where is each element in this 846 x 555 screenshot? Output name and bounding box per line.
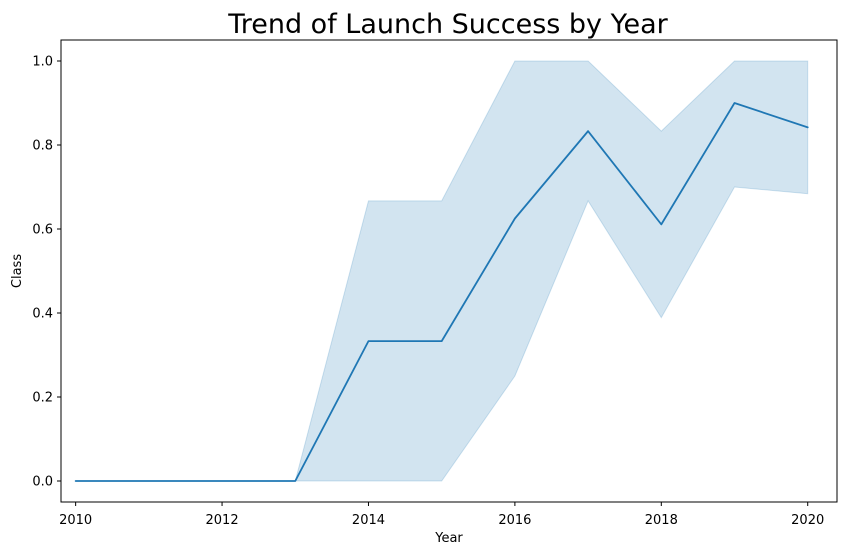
y-tick-label: 0.4 — [32, 307, 53, 322]
data-point — [659, 222, 664, 227]
series-line-layer — [73, 101, 810, 484]
x-tick-label: 2016 — [498, 513, 531, 528]
x-axis: 2010 2012 2014 2016 2018 2020 — [59, 502, 824, 528]
data-point — [293, 479, 298, 484]
data-point — [73, 479, 78, 484]
data-point — [146, 479, 151, 484]
data-point — [366, 339, 371, 344]
y-tick-label: 0.0 — [32, 475, 53, 490]
y-tick-label: 0.8 — [32, 139, 53, 154]
confidence-band — [75, 60, 809, 482]
series-line — [74, 102, 809, 482]
x-tick-label: 2012 — [206, 513, 239, 528]
y-axis: 0.0 0.2 0.4 0.6 0.8 1.0 — [32, 55, 61, 490]
y-tick-label: 0.6 — [32, 223, 53, 238]
x-axis-label: Year — [434, 531, 463, 546]
x-tick-label: 2018 — [645, 513, 678, 528]
y-tick-label: 1.0 — [32, 55, 53, 70]
data-point — [220, 479, 225, 484]
confidence-band-layer — [75, 60, 809, 482]
plot-frame — [60, 39, 838, 503]
x-tick-label: 2010 — [59, 513, 92, 528]
data-point — [512, 216, 517, 221]
chart-title: Trend of Launch Success by Year — [227, 9, 668, 40]
x-tick-label: 2020 — [791, 513, 824, 528]
data-point — [732, 101, 737, 106]
y-tick-label: 0.2 — [32, 391, 53, 406]
data-point — [439, 339, 444, 344]
x-tick-label: 2014 — [352, 513, 385, 528]
data-point — [805, 125, 810, 130]
y-axis-label: Class — [10, 254, 25, 288]
data-point — [586, 129, 591, 134]
